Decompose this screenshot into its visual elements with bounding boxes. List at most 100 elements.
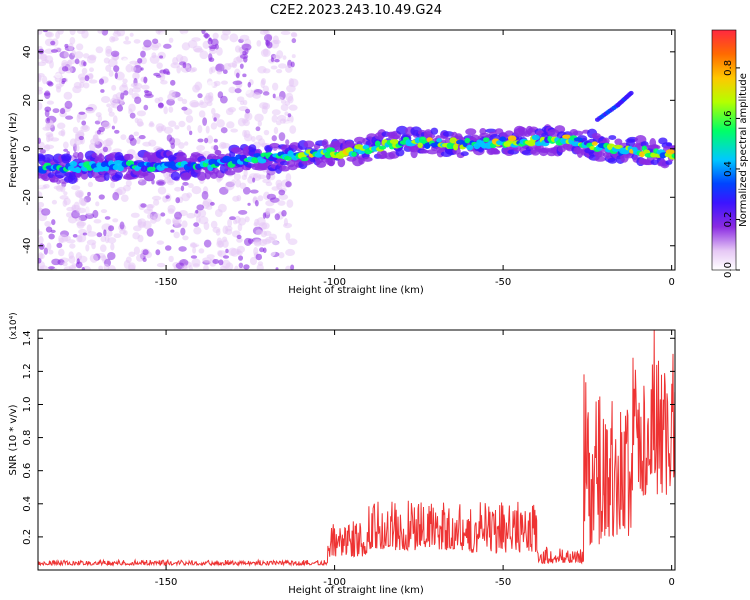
heatmap-cell bbox=[44, 48, 54, 54]
heatmap-cell bbox=[255, 126, 261, 132]
heatmap-cell bbox=[194, 236, 203, 245]
heatmap-cell bbox=[232, 219, 238, 225]
heatmap-cell bbox=[289, 125, 297, 134]
y-tick-label: 1.0 bbox=[22, 397, 33, 413]
heatmap-cell bbox=[198, 248, 205, 254]
heatmap-cell bbox=[236, 234, 242, 240]
heatmap-cell bbox=[270, 65, 278, 70]
heatmap-cell bbox=[38, 169, 47, 174]
heatmap-cell bbox=[285, 248, 296, 257]
heatmap-cell bbox=[278, 193, 289, 201]
heatmap-cell bbox=[103, 172, 110, 181]
heatmap-cell bbox=[163, 106, 168, 115]
heatmap-cell bbox=[157, 181, 165, 185]
heatmap-cell bbox=[257, 120, 262, 127]
heatmap-cell bbox=[38, 89, 43, 95]
heatmap-cell bbox=[142, 249, 149, 256]
heatmap-cell bbox=[374, 140, 381, 147]
heatmap-cell bbox=[112, 218, 119, 223]
heatmap-cell bbox=[164, 176, 172, 184]
y-tick-label: 0.4 bbox=[22, 496, 33, 512]
heatmap-cell bbox=[60, 129, 66, 137]
heatmap-cell bbox=[105, 45, 112, 54]
heatmap-cell bbox=[285, 181, 292, 188]
heatmap-cell bbox=[124, 153, 134, 161]
heatmap-cell bbox=[290, 61, 295, 68]
heatmap-cell bbox=[269, 142, 280, 149]
heatmap-cell bbox=[43, 92, 51, 96]
heatmap-cell bbox=[247, 81, 252, 88]
heatmap-cell bbox=[129, 32, 134, 37]
heatmap-cell bbox=[51, 199, 58, 205]
heatmap-cell bbox=[98, 194, 105, 200]
heatmap-cell bbox=[326, 147, 336, 153]
heatmap-cell bbox=[76, 221, 85, 229]
heatmap-cell bbox=[198, 110, 206, 118]
heatmap-cell bbox=[136, 254, 144, 262]
heatmap-cell bbox=[63, 148, 69, 152]
heatmap-cell bbox=[140, 203, 147, 208]
heatmap-cell bbox=[168, 37, 174, 43]
heatmap-cell bbox=[100, 209, 108, 214]
heatmap-cell bbox=[176, 151, 187, 162]
heatmap-cell bbox=[38, 235, 44, 245]
heatmap-cell bbox=[219, 95, 228, 104]
colorbar-gradient bbox=[712, 30, 736, 270]
heatmap-cell bbox=[219, 141, 227, 150]
heatmap-cell bbox=[52, 108, 60, 114]
heatmap-cell bbox=[222, 255, 230, 259]
spectrogram-frame bbox=[37, 29, 676, 271]
heatmap-cell bbox=[114, 171, 124, 179]
heatmap-cell bbox=[465, 128, 477, 136]
heatmap-cell bbox=[257, 174, 267, 180]
heatmap-cell bbox=[262, 247, 267, 254]
heatmap-cell bbox=[39, 149, 46, 154]
heatmap-cell bbox=[181, 192, 191, 202]
heatmap-cell bbox=[168, 120, 177, 127]
heatmap-cell bbox=[72, 85, 82, 94]
heatmap-cell bbox=[74, 58, 80, 65]
heatmap-cell bbox=[96, 232, 103, 238]
heatmap-cell bbox=[223, 62, 232, 71]
heatmap-cell bbox=[85, 206, 93, 215]
heatmap-cell bbox=[196, 144, 206, 151]
heatmap-cell bbox=[148, 139, 157, 147]
heatmap-cell bbox=[315, 160, 327, 168]
heatmap-cell bbox=[285, 92, 294, 102]
heatmap-cell bbox=[102, 146, 108, 153]
heatmap-cell bbox=[245, 108, 251, 114]
heatmap-cell bbox=[176, 65, 181, 74]
heatmap-cell bbox=[38, 73, 45, 78]
heatmap-cell bbox=[265, 207, 276, 214]
heatmap-cell bbox=[378, 145, 387, 150]
heatmap-cell bbox=[203, 33, 210, 38]
heatmap-cell bbox=[213, 138, 218, 143]
heatmap-cell bbox=[288, 78, 295, 87]
heatmap-cell bbox=[65, 115, 74, 120]
colorbar-tick-label: 0.6 bbox=[723, 110, 734, 126]
heatmap-cell bbox=[125, 256, 132, 264]
heatmap-cell bbox=[230, 128, 239, 133]
heatmap-cell bbox=[46, 242, 52, 251]
x-tick-label: -50 bbox=[495, 577, 511, 588]
heatmap-cell bbox=[283, 222, 293, 229]
heatmap-cell bbox=[209, 48, 217, 55]
heatmap-cell bbox=[193, 226, 202, 235]
heatmap-cell bbox=[275, 68, 283, 74]
heatmap-cell bbox=[159, 55, 164, 59]
heatmap-cell bbox=[170, 171, 181, 181]
heatmap-cell bbox=[136, 110, 147, 117]
heatmap-cell bbox=[602, 137, 610, 145]
heatmap-cell bbox=[224, 170, 236, 176]
heatmap-cell bbox=[60, 153, 72, 162]
heatmap-cell bbox=[85, 109, 95, 114]
y-tick-label: 0 bbox=[22, 146, 33, 152]
heatmap-cell bbox=[38, 243, 45, 250]
heatmap-cell bbox=[69, 161, 78, 167]
heatmap-cell bbox=[178, 246, 187, 252]
heatmap-cell bbox=[205, 125, 210, 134]
heatmap-cell bbox=[170, 229, 175, 233]
heatmap-cell bbox=[107, 230, 113, 237]
heatmap-cell bbox=[45, 31, 54, 38]
